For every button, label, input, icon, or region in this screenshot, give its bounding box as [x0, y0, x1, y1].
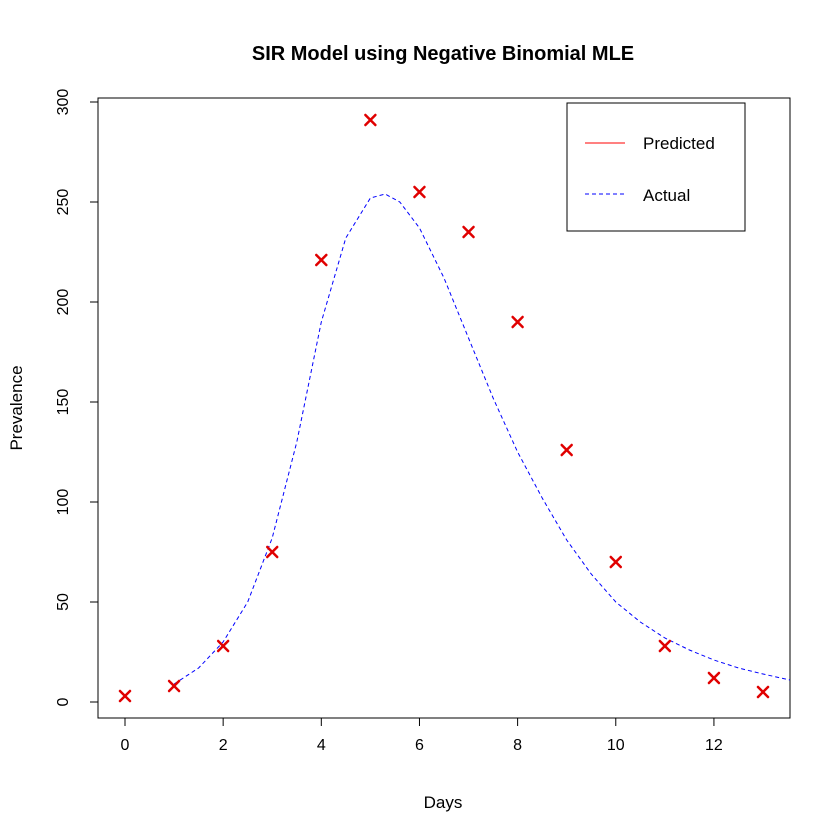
legend-predicted-label: Predicted [643, 134, 715, 153]
legend: Predicted Actual [566, 102, 746, 232]
x-tick-label: 10 [607, 737, 625, 754]
y-tick-label: 300 [55, 89, 72, 116]
x-axis: 0 2 4 6 8 10 12 [121, 717, 723, 754]
data-point [216, 639, 230, 653]
y-axis-title: Prevalence [7, 365, 26, 450]
x-axis-title: Days [424, 793, 463, 812]
x-tick-label: 6 [415, 737, 424, 754]
chart-title: SIR Model using Negative Binomial MLE [252, 43, 634, 65]
y-tick-label: 250 [55, 189, 72, 216]
data-point [315, 253, 328, 267]
data-point [167, 679, 181, 693]
y-tick-label: 100 [55, 489, 72, 516]
data-point [413, 185, 426, 199]
x-tick-label: 4 [317, 737, 326, 754]
data-point [118, 689, 132, 703]
x-tick-label: 8 [513, 737, 522, 754]
x-tick-label: 0 [121, 737, 130, 754]
data-point [756, 685, 770, 699]
data-point [560, 443, 573, 457]
y-axis: 0 50 100 150 200 250 300 [55, 89, 99, 706]
x-tick-label: 12 [705, 737, 723, 754]
data-point [658, 639, 672, 653]
data-point [364, 113, 377, 127]
y-tick-label: 0 [55, 697, 72, 706]
points-layer [118, 113, 770, 703]
data-point [609, 555, 623, 569]
legend-box [566, 102, 746, 232]
y-tick-label: 200 [55, 289, 72, 316]
legend-actual-label: Actual [643, 186, 690, 205]
data-point [707, 671, 721, 685]
y-tick-label: 150 [55, 389, 72, 416]
y-tick-label: 50 [55, 593, 72, 611]
series-layer [173, 193, 791, 685]
data-point [511, 315, 524, 329]
data-point [265, 545, 279, 559]
x-tick-label: 2 [219, 737, 228, 754]
data-point [462, 225, 475, 239]
fitted-curve [173, 193, 791, 685]
